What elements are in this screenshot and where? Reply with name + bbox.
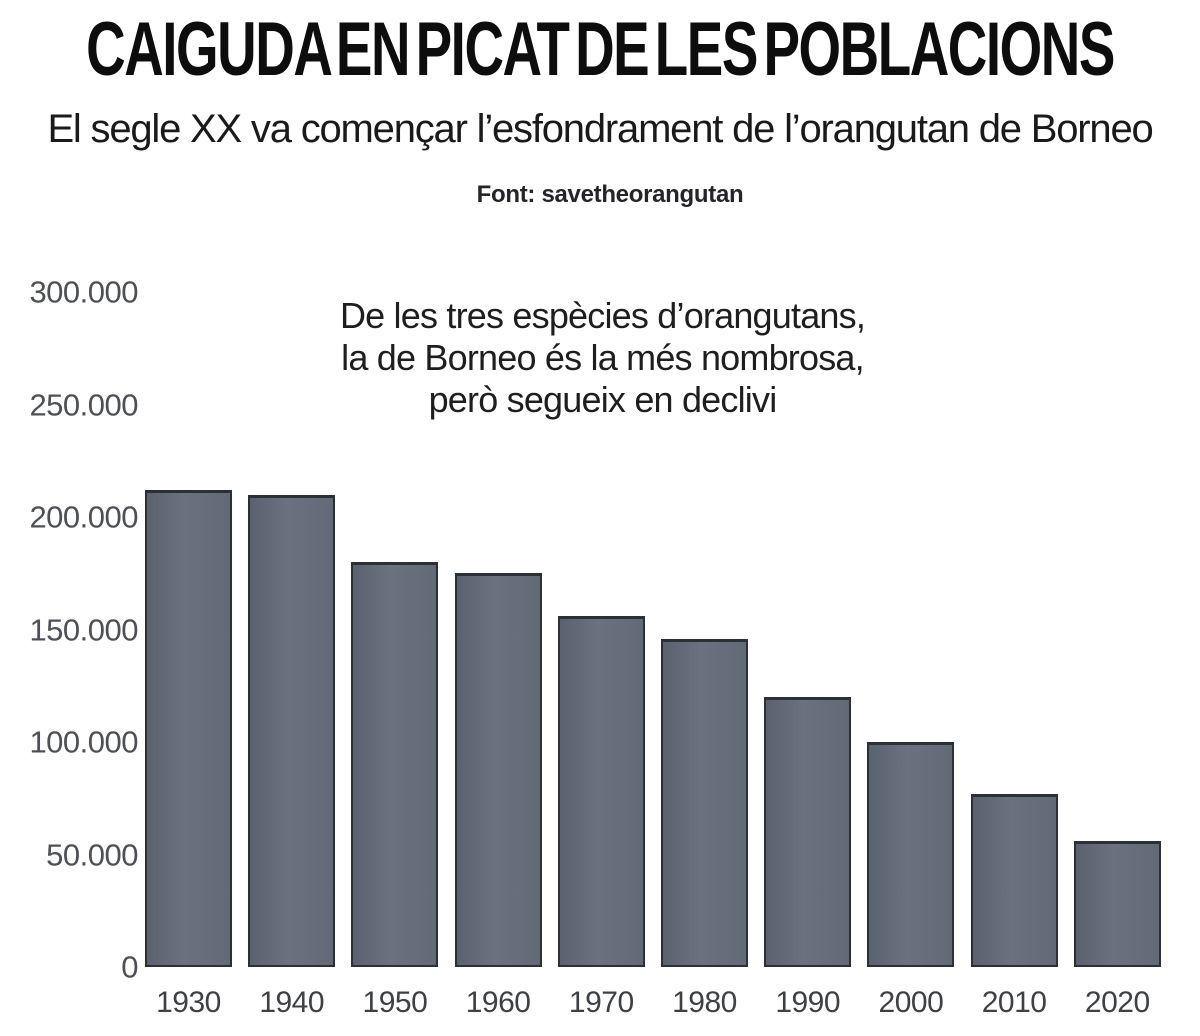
source-credit: Font: savetheorangutan: [476, 181, 744, 208]
x-tick-label: 1970: [568, 986, 634, 1019]
y-tick-label: 200.000: [29, 499, 138, 535]
x-tick-label: 1980: [672, 986, 737, 1019]
bar-1940: [248, 494, 336, 967]
bar-1980: [661, 638, 748, 967]
annotation-line-2: la de Borneo és la més nombrosa,: [341, 337, 865, 378]
x-tick-label: 1930: [156, 986, 221, 1019]
x-tick-label: 1940: [259, 986, 325, 1019]
bar-1970: [557, 616, 645, 967]
chart-title: CAIGUDA EN PICAT DE LES POBLACIONS: [86, 7, 1115, 92]
y-tick-label: 300.000: [29, 274, 138, 310]
x-tick-label: 1990: [775, 986, 841, 1019]
annotation-line-1: De les tres espècies d’orangutans,: [339, 295, 866, 336]
x-tick-label: 1960: [465, 986, 531, 1019]
y-tick-label: 250.000: [29, 387, 138, 422]
y-tick-label: 150.000: [29, 612, 138, 647]
bar-1950: [351, 562, 439, 967]
chart-annotation: De les tres espècies d’orangutans, la de…: [150, 295, 1055, 421]
bar-2020: [1073, 841, 1161, 967]
y-tick-label: 50.000: [46, 837, 138, 872]
chart-subtitle: El segle XX va començar l’esfondrament d…: [47, 107, 1153, 151]
bar-1930: [145, 490, 232, 967]
x-tick-label: 2010: [981, 986, 1047, 1019]
x-tick-label: 2000: [878, 986, 944, 1019]
y-tick-label: 0: [121, 949, 138, 985]
bar-2010: [970, 793, 1058, 967]
y-tick-label: 100.000: [29, 724, 138, 760]
x-tick-label: 2020: [1084, 986, 1150, 1019]
bar-1960: [454, 573, 542, 967]
bar-2000: [867, 742, 955, 967]
x-tick-label: 1950: [362, 986, 428, 1019]
bar-1990: [764, 697, 852, 967]
annotation-line-3: però segueix en declivi: [428, 379, 778, 420]
